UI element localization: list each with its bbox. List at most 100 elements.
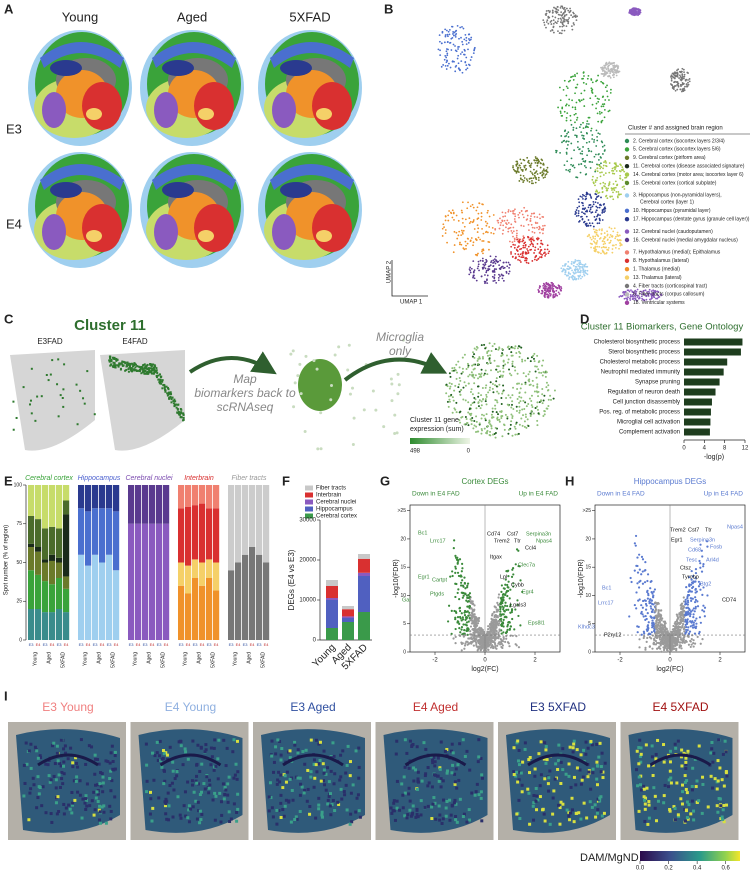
category-label: Neutrophil mediated immunity <box>601 370 680 376</box>
cell <box>522 372 525 375</box>
spot <box>59 394 62 397</box>
umap-point <box>490 231 493 234</box>
umap-point <box>559 14 561 16</box>
umap-point <box>389 377 393 381</box>
umap-point <box>547 287 550 290</box>
spot <box>114 366 117 369</box>
umap-point <box>561 7 564 9</box>
umap-point <box>582 127 585 130</box>
umap-point <box>563 29 566 32</box>
umap-point <box>589 206 592 209</box>
umap-point <box>578 266 581 268</box>
genotype-label: E4 <box>36 642 42 647</box>
umap-point <box>686 71 689 74</box>
gene-point <box>455 582 458 586</box>
umap-point <box>445 61 448 64</box>
bar-segment <box>78 508 85 555</box>
umap-point <box>613 62 616 64</box>
umap-point <box>652 295 655 298</box>
umap-point <box>573 23 575 26</box>
umap-point <box>567 131 570 134</box>
category-label: Pos. reg. of metabolic process <box>599 410 680 416</box>
group-label: Cerebral cortex <box>25 475 73 482</box>
umap-point <box>564 10 566 13</box>
umap-point <box>575 19 578 22</box>
umap-point <box>573 262 575 265</box>
umap-point <box>441 227 444 230</box>
umap-point <box>555 8 558 11</box>
umap-point <box>469 266 472 269</box>
gene-point <box>502 618 505 621</box>
umap-point <box>571 276 574 279</box>
umap-point <box>582 71 585 74</box>
umap-point <box>498 227 501 230</box>
umap-point <box>559 112 562 114</box>
umap-point <box>604 207 607 210</box>
gene-point <box>503 610 506 613</box>
gene-point <box>469 614 472 617</box>
gene-point <box>475 641 478 645</box>
umap-point <box>634 289 637 292</box>
umap-point <box>604 160 607 163</box>
umap-point <box>463 248 466 251</box>
umap-point <box>594 184 596 187</box>
gene-point <box>509 625 513 628</box>
umap-point <box>547 9 550 12</box>
umap-point <box>522 216 525 219</box>
gene-point <box>646 579 649 583</box>
bar-segment <box>256 554 263 640</box>
umap-point <box>579 123 582 126</box>
gene-point <box>640 604 643 607</box>
gene-point <box>451 570 454 573</box>
umap-point <box>676 74 679 77</box>
cell <box>469 391 472 394</box>
umap-point <box>584 160 587 162</box>
umap-point <box>508 266 511 269</box>
umap-point <box>495 260 498 263</box>
gene-point <box>465 621 469 624</box>
bar-segment <box>28 516 35 544</box>
category-label: Synapse pruning <box>635 380 680 386</box>
umap-point <box>511 241 514 244</box>
umap-point <box>534 176 537 178</box>
umap-point <box>481 259 484 262</box>
umap-point <box>612 170 615 172</box>
cell <box>461 367 464 370</box>
umap-point <box>592 237 595 239</box>
cell <box>477 395 480 398</box>
cell <box>511 360 514 363</box>
cell <box>484 398 487 401</box>
gene-point <box>676 618 679 621</box>
umap-point <box>569 119 572 122</box>
umap-point <box>567 22 570 25</box>
cell <box>505 354 508 357</box>
cell <box>494 404 497 407</box>
cell <box>445 392 448 395</box>
spot <box>174 400 177 403</box>
umap-point <box>445 50 448 53</box>
gene-point <box>508 627 512 630</box>
umap-point <box>592 225 595 228</box>
umap-point <box>595 229 597 231</box>
umap-point <box>640 293 643 296</box>
label: 0 <box>467 449 471 455</box>
legend-entry: Hippocampus <box>316 507 353 513</box>
bar-segment <box>113 511 120 571</box>
umap-point <box>466 67 469 70</box>
bar-segment <box>63 612 70 640</box>
umap-point <box>487 267 490 270</box>
umap-point <box>688 80 691 83</box>
tick-label: 12 <box>742 446 749 452</box>
gene-point <box>703 615 706 618</box>
cell <box>527 403 530 406</box>
umap-point <box>496 219 499 222</box>
umap-point <box>529 220 532 222</box>
umap-point <box>591 92 594 94</box>
umap-point <box>467 41 470 44</box>
umap-point <box>604 149 606 151</box>
umap-point <box>615 170 618 172</box>
umap-point <box>481 266 484 269</box>
umap-point <box>556 286 559 289</box>
bar-segment <box>178 585 185 640</box>
umap-point <box>585 173 588 175</box>
